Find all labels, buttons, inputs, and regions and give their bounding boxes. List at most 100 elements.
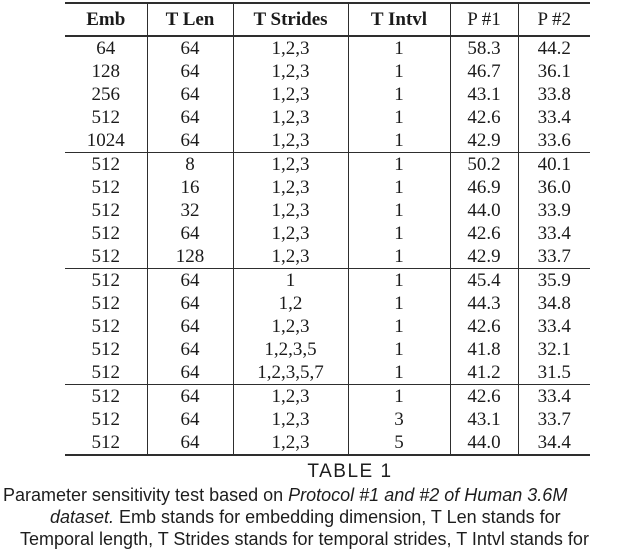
caption-line: Temporal length, T Strides stands for te… [20,528,589,550]
cell: 42.6 [449,315,518,338]
column-header: P #2 [517,3,590,37]
column-header: T Len [146,3,233,37]
cell: 33.7 [517,245,590,269]
table-row: 512 64 1,2,3,5,7 1 41.2 31.5 [65,361,590,385]
table-row: 512 64 1,2,3 5 44.0 34.4 [65,431,590,455]
cell: 128 [91,61,121,82]
cell: 1,2,3,5,7 [232,361,348,385]
cell: 1 [347,268,450,292]
cell: 5 [347,431,450,455]
cell: 64 [146,384,233,408]
table-row: 512 16 1,2,3 1 46.9 36.0 [65,176,590,199]
cell: 64 [146,361,233,385]
table-row: 128 64 1,2,3 1 46.7 36.1 [65,60,590,83]
cell: 128 [146,245,233,269]
column-header: T Strides [232,3,348,37]
cell: 1,2,3 [232,315,348,338]
cell: 16 [146,176,233,199]
caption-line: Parameter sensitivity test based on Prot… [3,484,567,506]
cell: 46.7 [449,60,518,83]
cell: 33.4 [517,315,590,338]
cell: 1,2,3 [232,408,348,431]
cell: 1 [347,36,450,60]
cell: 33.7 [517,408,590,431]
cell: 1,2,3 [232,431,348,455]
cell: 1 [232,268,348,292]
cell: 1 [347,83,450,106]
cell: 256 [91,84,121,105]
cell: 41.8 [449,338,518,361]
cell: 33.4 [517,384,590,408]
table-header-row: Emb T Len T Strides T Intvl P #1 P #2 [65,3,590,37]
cell: 64 [146,315,233,338]
cell: 512 [65,384,147,408]
cell: 35.9 [517,268,590,292]
cell: 34.8 [517,292,590,315]
table-row: 1024 64 1,2,3 1 42.9 33.6 [65,129,590,153]
table-row: 512 64 1 1 45.4 35.9 [65,268,590,292]
cell: 58.3 [449,36,518,60]
cell: 1,2,3 [232,60,348,83]
table-row: 512 64 1,2,3 1 42.6 33.4 [65,315,590,338]
cell: 1,2,3 [232,245,348,269]
cell: 64 [146,338,233,361]
cell: 44.0 [449,431,518,455]
cell: 1 [347,292,450,315]
cell: 46.9 [449,176,518,199]
cell: 64 [146,106,233,129]
cell: 1 [347,176,450,199]
row-group: 512 64 1 1 45.4 35.9 512 64 1,2 1 44.3 34.8 512 64 1,2… [65,268,590,385]
caption-line: dataset. Emb stands for embedding dimens… [50,506,561,528]
cell: 1,2,3 [232,106,348,129]
cell: 1 [347,60,450,83]
cell: 44.3 [449,292,518,315]
cell: 43.1 [449,83,518,106]
cell: 40.1 [517,152,590,176]
cell: 64 [146,268,233,292]
cell: 42.6 [449,384,518,408]
cell: 64 [146,83,233,106]
cell: 42.9 [449,245,518,269]
cell: 42.6 [449,222,518,245]
table-row: 64 64 1,2,3 1 58.3 44.2 [65,36,590,60]
caption-text: Emb stands for embedding dimension, T Le… [114,507,561,527]
column-header: T Intvl [347,3,450,37]
cell: 64 [146,431,233,455]
cell: 42.9 [449,129,518,153]
cell: 41.2 [449,361,518,385]
table-row: 512 128 1,2,3 1 42.9 33.7 [65,245,590,269]
cell: 1,2,3 [232,129,348,153]
column-header: Emb [65,3,147,37]
cell: 1,2,3 [232,384,348,408]
cell: 512 [91,339,121,360]
cell: 1 [347,384,450,408]
cell: 1 [347,199,450,222]
cell: 512 [91,293,121,314]
cell: 1,2,3 [232,222,348,245]
cell: 1 [347,222,450,245]
cell: 36.1 [517,60,590,83]
cell: 512 [91,362,121,383]
cell: 1,2,3 [232,199,348,222]
cell: 42.6 [449,106,518,129]
caption-text: Temporal length, T Strides stands for te… [20,529,589,549]
cell: 512 [65,268,147,292]
table-row: 512 64 1,2,3,5 1 41.8 32.1 [65,338,590,361]
cell: 1 [347,106,450,129]
caption-italic-text: dataset. [50,507,115,527]
cell: 512 [91,107,121,128]
row-group: 512 64 1,2,3 1 42.6 33.4 512 64 1,2,3 3 43.1 33.7 51… [65,384,590,455]
cell: 31.5 [517,361,590,385]
cell: 512 [91,316,121,337]
cell: 1024 [86,130,125,151]
parameter-sensitivity-table: Emb T Len T Strides T Intvl P #1 P #2 64 64 1,2… [65,2,590,456]
cell: 1,2 [232,292,348,315]
cell: 1 [347,315,450,338]
row-group: 512 8 1,2,3 1 50.2 40.1 512 16 1,2,3 1 46.9 36.0 512… [65,152,590,269]
table-caption: Parameter sensitivity test based on Prot… [0,484,640,549]
table-row: 512 64 1,2 1 44.3 34.8 [65,292,590,315]
cell: 44.0 [449,199,518,222]
cell: 64 [146,408,233,431]
cell: 1 [347,129,450,153]
table-row: 512 32 1,2,3 1 44.0 33.9 [65,199,590,222]
